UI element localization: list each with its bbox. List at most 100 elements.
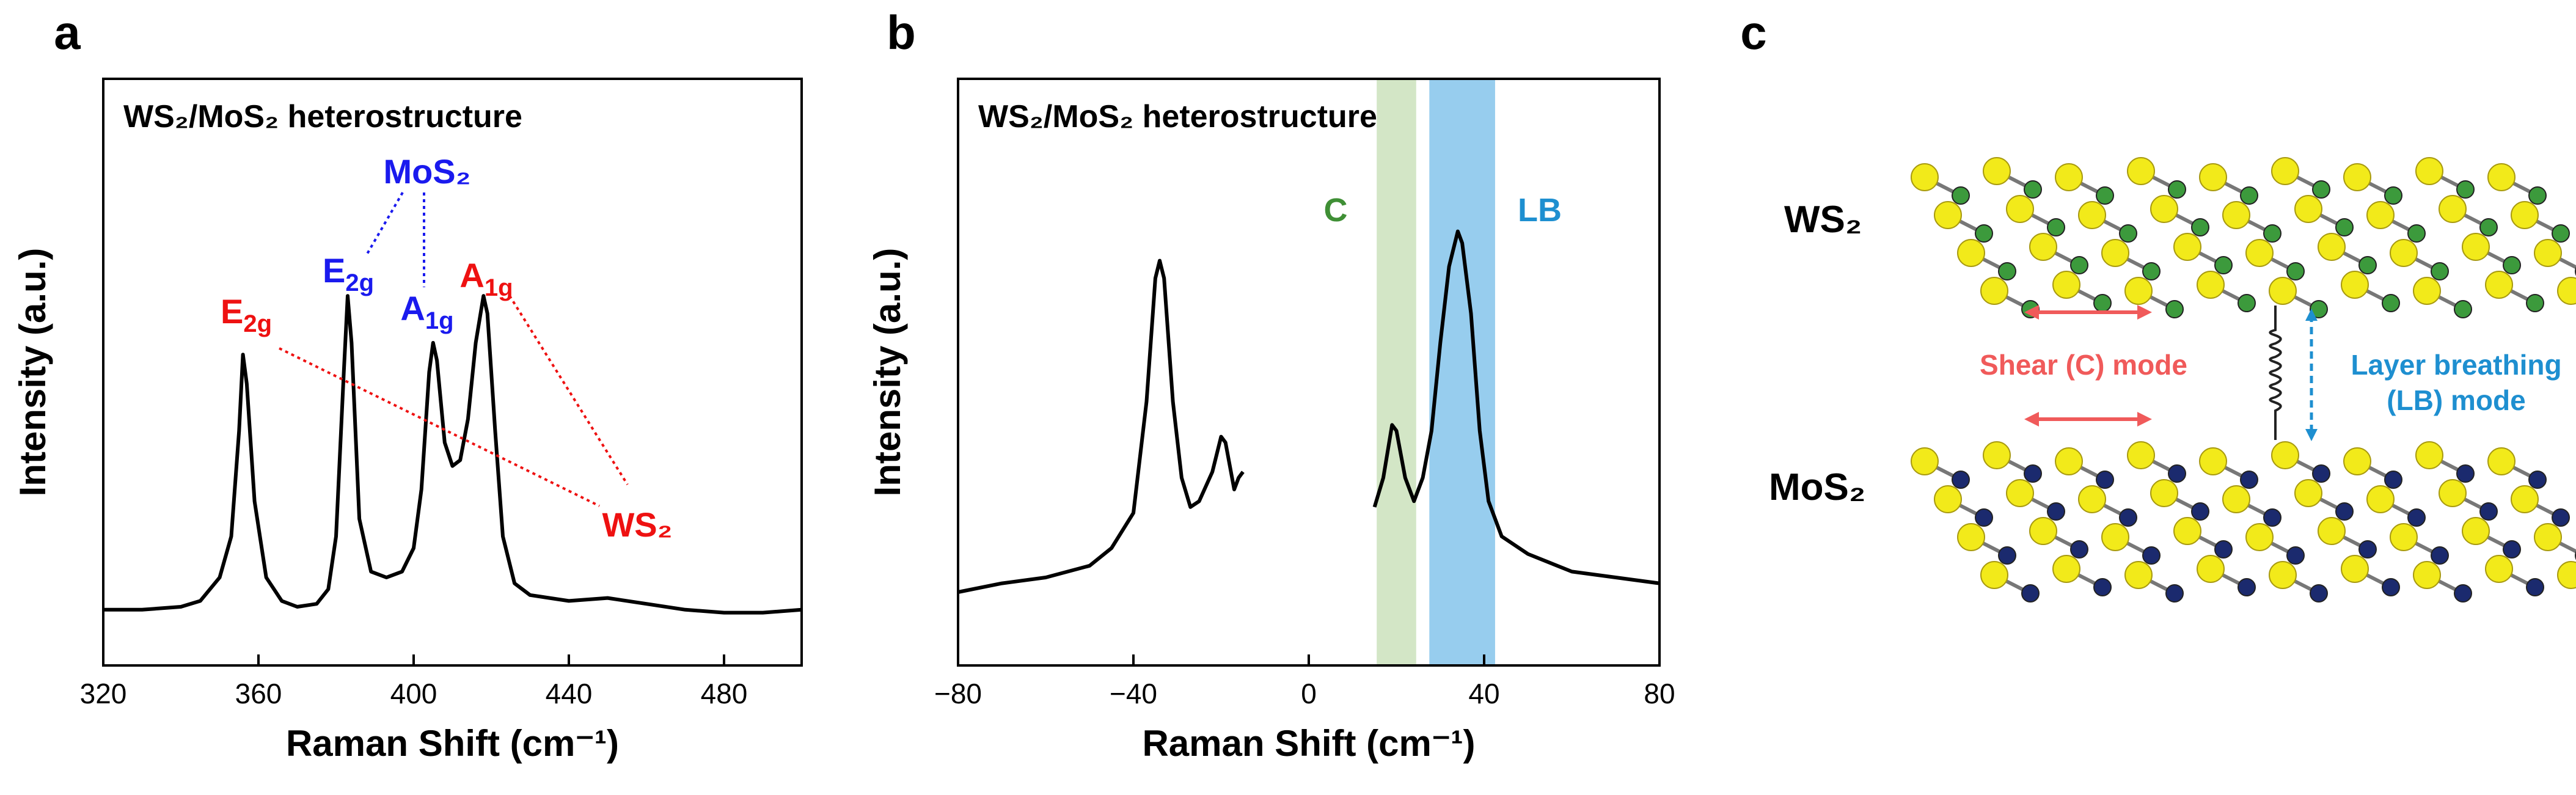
annotation-leader <box>508 295 629 486</box>
annotation: WS₂ <box>602 505 672 544</box>
band <box>1377 79 1416 665</box>
chalcogen-atom <box>2343 163 2371 191</box>
annotation: A1g <box>459 256 513 301</box>
chalcogen-atom <box>2439 195 2467 223</box>
x-tick-label: −40 <box>1110 678 1157 709</box>
chalcogen-atom <box>2343 447 2371 475</box>
metal-atom <box>2456 180 2475 199</box>
chalcogen-atom <box>1911 447 1939 475</box>
chalcogen-atom <box>1911 163 1939 191</box>
chalcogen-atom <box>2150 479 2178 507</box>
metal-atom <box>2093 578 2112 596</box>
chalcogen-atom <box>2462 233 2490 261</box>
metal-atom <box>2024 464 2042 483</box>
plot-frame <box>102 78 803 667</box>
metal-atom <box>2407 224 2426 243</box>
chalcogen-atom <box>2101 523 2129 551</box>
chart-title: WS₂/MoS₂ heterostructure <box>123 99 522 134</box>
x-axis-label: Raman Shift (cm⁻¹) <box>1142 723 1475 764</box>
chalcogen-atom <box>2101 239 2129 267</box>
metal-atom <box>1998 262 2016 280</box>
layer <box>1911 441 2576 603</box>
metal-atom <box>2142 546 2161 565</box>
chalcogen-atom <box>2173 233 2201 261</box>
annotation: A1g <box>400 289 453 334</box>
metal-atom <box>2165 584 2184 603</box>
chalcogen-atom <box>2222 201 2250 229</box>
chalcogen-atom <box>2271 157 2299 185</box>
metal-atom <box>2093 294 2112 312</box>
chalcogen-atom <box>2415 441 2443 469</box>
chalcogen-atom <box>2341 271 2369 299</box>
chalcogen-atom <box>2511 201 2539 229</box>
y-axis-label: Intensity (a.u.) <box>867 248 908 497</box>
metal-atom <box>2312 464 2330 483</box>
annotation-base: E <box>221 292 243 331</box>
x-tick-label: 400 <box>390 678 437 709</box>
layer-label: WS₂ <box>1784 199 1862 241</box>
chalcogen-atom <box>2487 163 2516 191</box>
x-tick-label: 40 <box>1468 678 1499 709</box>
chalcogen-atom <box>1934 201 1962 229</box>
metal-atom <box>2382 578 2400 596</box>
chalcogen-atom <box>2462 517 2490 545</box>
metal-atom <box>2456 464 2475 483</box>
annotation-base: E <box>323 251 345 290</box>
metal-atom <box>2047 502 2065 521</box>
chalcogen-atom <box>2557 561 2576 589</box>
x-tick-label: 480 <box>701 678 748 709</box>
metal-atom <box>1998 546 2016 565</box>
metal-atom <box>2552 508 2570 527</box>
x-tick-label: −80 <box>934 678 982 709</box>
metal-atom <box>2238 294 2256 312</box>
metal-atom <box>2119 508 2137 527</box>
metal-atom <box>2335 218 2354 236</box>
chalcogen-atom <box>2127 157 2155 185</box>
chalcogen-atom <box>2390 239 2418 267</box>
spectrum-line <box>103 294 802 615</box>
chalcogen-atom <box>2318 233 2346 261</box>
chalcogen-atom <box>2055 163 2083 191</box>
shear-label: Shear (C) mode <box>1980 349 2187 381</box>
chalcogen-atom <box>2485 555 2513 583</box>
chalcogen-atom <box>2197 555 2225 583</box>
metal-atom <box>1975 508 1993 527</box>
chalcogen-atom <box>2271 441 2299 469</box>
spring <box>2269 306 2282 440</box>
chalcogen-atom <box>2078 485 2106 513</box>
annotation: E2g <box>221 292 272 337</box>
metal-atom <box>2384 186 2402 205</box>
metal-atom <box>2142 262 2161 280</box>
panel-letter: b <box>887 5 916 59</box>
x-tick-label: 440 <box>546 678 593 709</box>
chalcogen-atom <box>2294 195 2322 223</box>
chalcogen-atom <box>1934 485 1962 513</box>
metal-atom <box>2096 186 2114 205</box>
metal-atom <box>2431 546 2449 565</box>
chalcogen-atom <box>2415 157 2443 185</box>
chalcogen-atom <box>2413 277 2441 305</box>
annotation: MoS₂ <box>383 152 470 191</box>
chalcogen-atom <box>1980 561 2008 589</box>
metal-atom <box>2240 186 2258 205</box>
band <box>1429 79 1495 665</box>
annotation-sub: 2g <box>243 310 272 337</box>
annotation: E2g <box>323 251 374 296</box>
metal-atom <box>2382 294 2400 312</box>
annotation-leader <box>279 347 600 507</box>
metal-atom <box>2119 224 2137 243</box>
chalcogen-atom <box>2439 479 2467 507</box>
chalcogen-atom <box>2029 233 2057 261</box>
band-label: C <box>1324 192 1348 229</box>
chalcogen-atom <box>2127 441 2155 469</box>
chalcogen-atom <box>2199 447 2227 475</box>
chalcogen-atom <box>2557 277 2576 305</box>
chart-title: WS₂/MoS₂ heterostructure <box>978 99 1377 134</box>
x-tick-label: 360 <box>235 678 282 709</box>
annotation-base: A <box>400 289 425 328</box>
chalcogen-atom <box>2124 277 2153 305</box>
chalcogen-atom <box>2487 447 2516 475</box>
chalcogen-atom <box>2366 201 2395 229</box>
metal-atom <box>2528 186 2547 205</box>
metal-atom <box>2526 294 2544 312</box>
